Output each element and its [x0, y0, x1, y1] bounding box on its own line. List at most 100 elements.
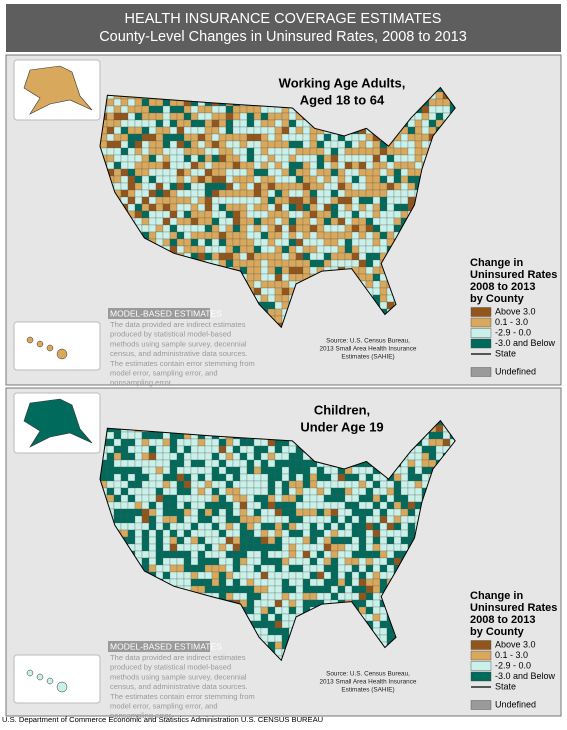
county [281, 210, 290, 219]
county [386, 217, 395, 226]
county [246, 529, 255, 538]
county [288, 452, 297, 461]
county [120, 452, 129, 461]
county [246, 501, 255, 510]
county [295, 133, 304, 142]
county [316, 543, 325, 552]
county [260, 294, 269, 303]
county [197, 487, 206, 496]
county [162, 203, 171, 212]
county [113, 175, 122, 184]
county [190, 245, 199, 254]
county [316, 494, 325, 503]
county [260, 133, 269, 142]
county [260, 196, 269, 205]
county [127, 147, 136, 156]
county [330, 522, 339, 531]
county [211, 501, 220, 510]
legend-label: -3.0 and Below [495, 338, 556, 348]
county [204, 231, 213, 240]
county [218, 438, 227, 447]
county [253, 501, 262, 510]
county [288, 543, 297, 552]
county [260, 613, 269, 622]
county [344, 494, 353, 503]
county [218, 175, 227, 184]
county [323, 252, 332, 261]
county [281, 203, 290, 212]
county [162, 501, 171, 510]
county [162, 105, 171, 114]
county [113, 452, 122, 461]
county [267, 273, 276, 282]
county [183, 564, 192, 573]
county [281, 606, 290, 615]
county [225, 452, 234, 461]
county [120, 168, 129, 177]
county [246, 564, 255, 573]
county [246, 154, 255, 163]
county [267, 210, 276, 219]
county [211, 245, 220, 254]
county [225, 438, 234, 447]
county [337, 592, 346, 601]
county [225, 105, 234, 114]
county [232, 252, 241, 261]
county [148, 126, 157, 135]
county [253, 189, 262, 198]
county [274, 620, 283, 629]
county [176, 508, 185, 517]
county [414, 154, 423, 163]
county [218, 501, 227, 510]
county [372, 571, 381, 580]
us-outline [99, 86, 456, 329]
county [267, 266, 276, 275]
county [365, 564, 374, 573]
county [141, 536, 150, 545]
county [414, 487, 423, 496]
county [330, 231, 339, 240]
county [232, 585, 241, 594]
county [253, 564, 262, 573]
county [225, 182, 234, 191]
county [351, 203, 360, 212]
county [134, 487, 143, 496]
county [239, 133, 248, 142]
county [225, 168, 234, 177]
county [253, 196, 262, 205]
county [316, 522, 325, 531]
county [372, 168, 381, 177]
county [393, 217, 402, 226]
county [309, 466, 318, 475]
county [393, 494, 402, 503]
header-subtitle: County-Level Changes in Uninsured Rates,… [99, 29, 467, 45]
county [281, 529, 290, 538]
county [148, 438, 157, 447]
county [141, 175, 150, 184]
county [120, 466, 129, 475]
legend-label: Above 3.0 [495, 306, 536, 316]
county [232, 508, 241, 517]
county [141, 459, 150, 468]
county [134, 217, 143, 226]
county [386, 182, 395, 191]
county [253, 161, 262, 170]
county [127, 438, 136, 447]
county [309, 154, 318, 163]
county [281, 119, 290, 128]
county [309, 245, 318, 254]
county [127, 175, 136, 184]
county [260, 105, 269, 114]
county [239, 140, 248, 149]
county [197, 508, 206, 517]
county [365, 536, 374, 545]
county [141, 550, 150, 559]
county [260, 175, 269, 184]
county [211, 536, 220, 545]
source-line: 2013 Small Area Health Insurance [320, 679, 417, 686]
county [183, 196, 192, 205]
legend-title: by County [470, 293, 525, 305]
county [386, 501, 395, 510]
note-heading-bg [108, 308, 210, 319]
county [113, 133, 122, 142]
